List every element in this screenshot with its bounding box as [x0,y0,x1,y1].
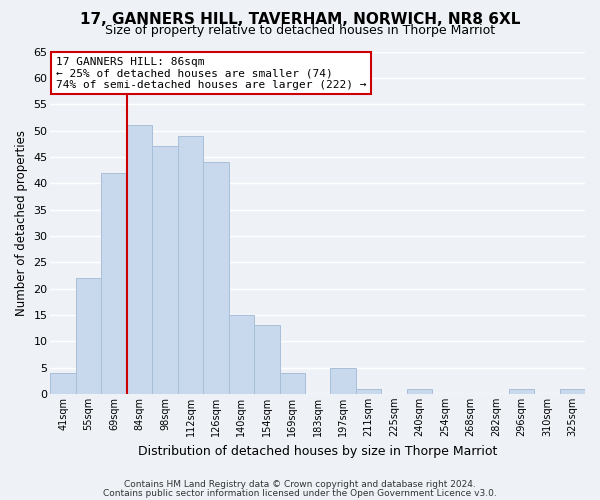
Bar [50,373,76,394]
Y-axis label: Number of detached properties: Number of detached properties [15,130,28,316]
Bar [356,388,382,394]
Bar [560,388,585,394]
Text: Contains public sector information licensed under the Open Government Licence v3: Contains public sector information licen… [103,488,497,498]
Bar [254,326,280,394]
Text: 17 GANNERS HILL: 86sqm
← 25% of detached houses are smaller (74)
74% of semi-det: 17 GANNERS HILL: 86sqm ← 25% of detached… [56,56,367,90]
Bar [152,146,178,394]
Bar [407,388,432,394]
X-axis label: Distribution of detached houses by size in Thorpe Marriot: Distribution of detached houses by size … [138,444,497,458]
Bar [203,162,229,394]
Bar [101,172,127,394]
Text: Size of property relative to detached houses in Thorpe Marriot: Size of property relative to detached ho… [105,24,495,37]
Text: Contains HM Land Registry data © Crown copyright and database right 2024.: Contains HM Land Registry data © Crown c… [124,480,476,489]
Bar [178,136,203,394]
Bar [229,315,254,394]
Bar [280,373,305,394]
Bar [509,388,534,394]
Bar [76,278,101,394]
Text: 17, GANNERS HILL, TAVERHAM, NORWICH, NR8 6XL: 17, GANNERS HILL, TAVERHAM, NORWICH, NR8… [80,12,520,28]
Bar [331,368,356,394]
Bar [127,125,152,394]
